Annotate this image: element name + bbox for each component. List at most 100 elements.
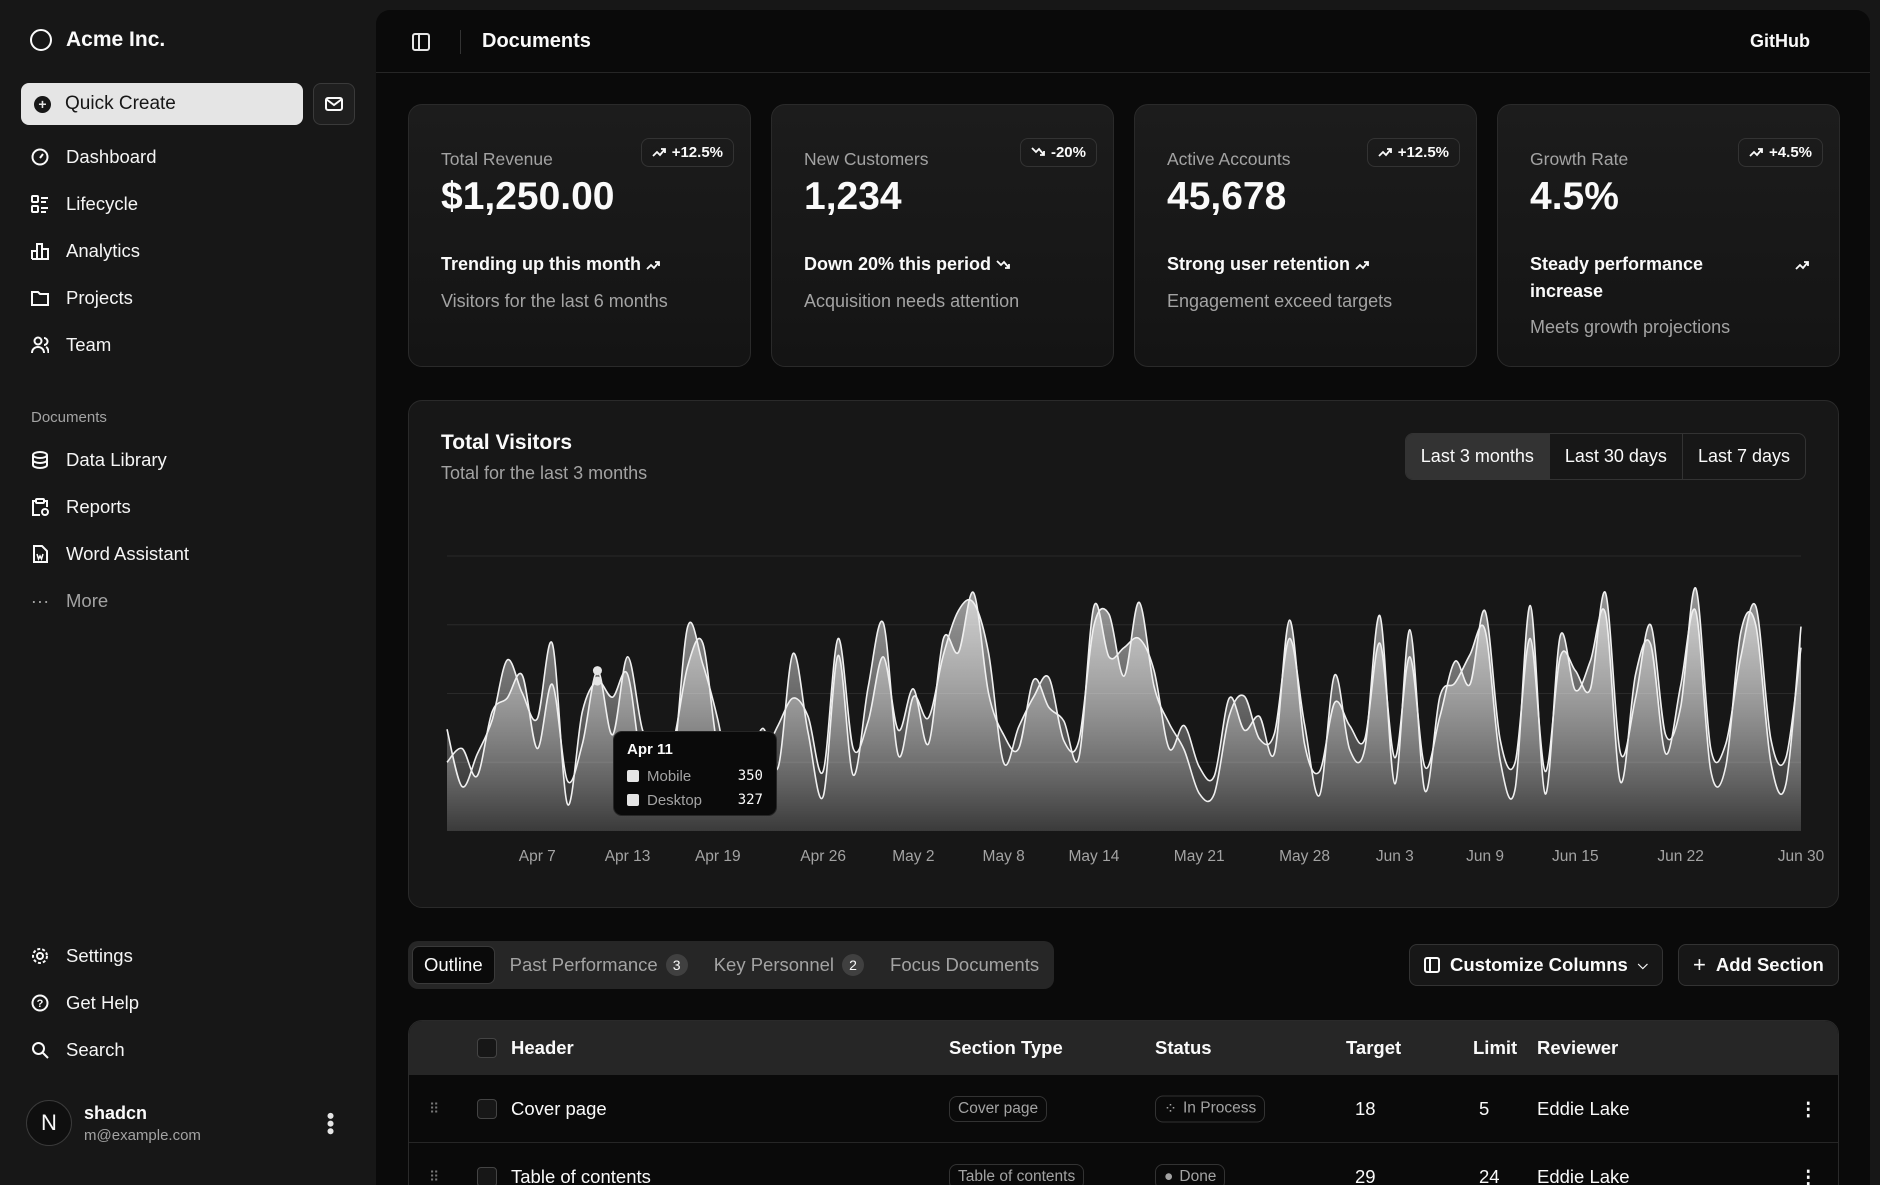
metric-subtext: Engagement exceed targets xyxy=(1167,291,1392,312)
gauge-icon xyxy=(30,147,50,167)
row-actions-icon[interactable]: ⋮ xyxy=(1799,1098,1818,1120)
table-header-row: Header Section Type Status Target Limit … xyxy=(409,1021,1838,1074)
target-value[interactable]: 29 xyxy=(1355,1166,1376,1185)
x-tick-label: Jun 22 xyxy=(1657,848,1704,865)
row-checkbox[interactable] xyxy=(477,1099,497,1119)
table-row[interactable]: ⠿ Table of contents Table of contents ●D… xyxy=(409,1142,1838,1185)
dots-icon: ··· xyxy=(30,591,50,611)
column-header: Reviewer xyxy=(1537,1037,1618,1059)
row-header[interactable]: Table of contents xyxy=(511,1166,651,1185)
sidebar-item-search[interactable]: Search xyxy=(30,1039,125,1061)
sidebar-item-lifecycle[interactable]: Lifecycle xyxy=(30,193,138,215)
sidebar-item-projects[interactable]: Projects xyxy=(30,287,133,309)
metric-label: Active Accounts xyxy=(1167,149,1291,170)
drag-handle-icon[interactable]: ⠿ xyxy=(429,1100,437,1117)
tab-outline[interactable]: Outline xyxy=(412,946,495,984)
metric-card: Active Accounts +12.5% 45,678 Strong use… xyxy=(1134,104,1477,367)
metric-subtext: Meets growth projections xyxy=(1530,317,1730,338)
section-type-badge: Cover page xyxy=(949,1096,1047,1122)
badge-text: -20% xyxy=(1051,144,1086,161)
x-tick-label: Apr 13 xyxy=(605,848,651,865)
metric-card: Total Revenue +12.5% $1,250.00 Trending … xyxy=(408,104,751,367)
report-icon xyxy=(30,497,50,517)
trending-up-icon xyxy=(1749,144,1763,161)
metric-card: Growth Rate +4.5% 4.5% Steady performanc… xyxy=(1497,104,1840,367)
x-tick-label: Apr 19 xyxy=(695,848,741,865)
sidebar-item-analytics[interactable]: Analytics xyxy=(30,240,140,262)
list-details-icon xyxy=(30,194,50,214)
plus-icon: + xyxy=(1693,952,1706,978)
sidebar-item-more[interactable]: ··· More xyxy=(30,590,108,612)
trend-label: Steady performance increase xyxy=(1530,251,1720,305)
inbox-button[interactable] xyxy=(313,83,355,125)
metric-value: 45,678 xyxy=(1167,175,1286,219)
sidebar-item-word-assistant[interactable]: Word Assistant xyxy=(30,543,189,565)
reviewer[interactable]: Eddie Lake xyxy=(1537,1098,1630,1120)
nav-label: Reports xyxy=(66,496,131,518)
bar-chart-icon xyxy=(30,241,50,261)
trending-up-icon xyxy=(652,144,666,161)
quick-create-button[interactable]: +Quick Create xyxy=(21,83,303,125)
add-section-button[interactable]: + Add Section xyxy=(1678,944,1839,986)
gear-icon xyxy=(30,946,50,966)
sidebar-item-settings[interactable]: Settings xyxy=(30,945,133,967)
file-word-icon xyxy=(30,544,50,564)
count-badge: 2 xyxy=(842,954,864,976)
tooltip-value: 327 xyxy=(738,792,763,808)
status-badge: ⁘In Process xyxy=(1155,1095,1265,1122)
button-label: Add Section xyxy=(1716,954,1824,976)
nav-label: Projects xyxy=(66,287,133,309)
sidebar-toggle-icon[interactable] xyxy=(412,33,430,51)
customize-columns-button[interactable]: Customize Columns⌵ xyxy=(1409,944,1663,986)
nav-label: Search xyxy=(66,1039,125,1061)
user-more-icon[interactable]: ••• xyxy=(326,1112,334,1135)
visitors-chart-card: Total Visitors Total for the last 3 mont… xyxy=(408,400,1839,908)
sidebar-item-dashboard[interactable]: Dashboard xyxy=(30,146,157,168)
github-link[interactable]: GitHub xyxy=(1750,31,1810,52)
column-header: Limit xyxy=(1473,1037,1517,1059)
row-actions-icon[interactable]: ⋮ xyxy=(1799,1166,1818,1185)
reviewer[interactable]: Eddie Lake xyxy=(1537,1166,1630,1185)
metric-value: $1,250.00 xyxy=(441,175,615,219)
metric-label: New Customers xyxy=(804,149,928,170)
table-row[interactable]: ⠿ Cover page Cover page ⁘In Process 18 5… xyxy=(409,1074,1838,1142)
sidebar-item-get-help[interactable]: ?Get Help xyxy=(30,992,139,1014)
trend-text: Down 20% this period xyxy=(804,251,1083,278)
divider xyxy=(460,30,461,54)
tooltip-date: Apr 11 xyxy=(627,741,763,758)
sidebar-item-team[interactable]: Team xyxy=(30,334,111,356)
plus-circle-icon: + xyxy=(34,96,51,113)
change-badge: -20% xyxy=(1020,138,1097,167)
header: Documents GitHub xyxy=(376,10,1870,73)
tab-label: Past Performance xyxy=(510,954,658,976)
x-tick-label: Jun 3 xyxy=(1376,848,1414,865)
trending-up-icon xyxy=(1795,251,1809,278)
drag-handle-icon[interactable]: ⠿ xyxy=(429,1168,437,1185)
x-tick-label: May 21 xyxy=(1174,848,1225,865)
sidebar-item-reports[interactable]: Reports xyxy=(30,496,131,518)
brand[interactable]: Acme Inc. xyxy=(30,28,165,52)
brand-name: Acme Inc. xyxy=(66,28,165,52)
select-all-checkbox[interactable] xyxy=(477,1038,497,1058)
row-header[interactable]: Cover page xyxy=(511,1098,607,1120)
column-header: Header xyxy=(511,1037,574,1059)
active-dot-desktop xyxy=(593,677,602,686)
row-checkbox[interactable] xyxy=(477,1167,497,1185)
users-icon xyxy=(30,335,50,355)
limit-value[interactable]: 24 xyxy=(1479,1166,1500,1185)
nav-label: More xyxy=(66,590,108,612)
x-tick-label: May 28 xyxy=(1279,848,1330,865)
target-value[interactable]: 18 xyxy=(1355,1098,1376,1120)
svg-text:?: ? xyxy=(37,998,44,1010)
sidebar-item-data-library[interactable]: Data Library xyxy=(30,449,167,471)
check-circle-icon: ● xyxy=(1164,1168,1173,1185)
limit-value[interactable]: 5 xyxy=(1479,1098,1489,1120)
nav-label: Lifecycle xyxy=(66,193,138,215)
tab-focus-documents[interactable]: Focus Documents xyxy=(879,946,1050,984)
